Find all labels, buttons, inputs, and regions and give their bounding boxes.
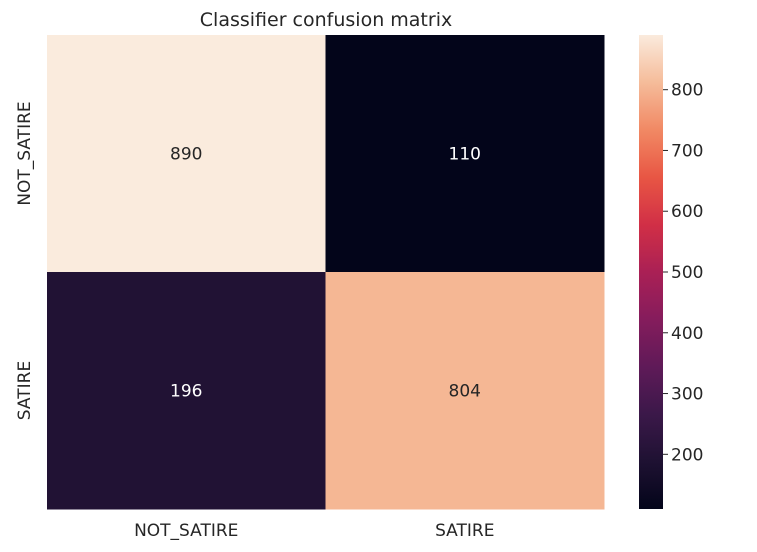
cell-value-label: 196 bbox=[170, 382, 202, 402]
chart-title: Classifier confusion matrix bbox=[200, 9, 452, 31]
x-axis-ticks: NOT_SATIRE SATIRE bbox=[134, 521, 494, 541]
cell-value-label: 890 bbox=[170, 145, 202, 165]
colorbar-tick-label: 300 bbox=[671, 385, 703, 405]
cell-value-label: 110 bbox=[449, 145, 481, 165]
heatmap-cell bbox=[325, 272, 605, 510]
y-axis-ticks: NOT_SATIRE SATIRE bbox=[15, 101, 35, 420]
heatmap-cells: 890 110 196 804 bbox=[47, 35, 605, 510]
colorbar-tick-label: 700 bbox=[671, 141, 703, 161]
colorbar-tick-label: 400 bbox=[671, 324, 703, 344]
colorbar-tick-label: 800 bbox=[671, 81, 703, 101]
cell-value-label: 804 bbox=[449, 382, 481, 402]
colorbar-tick-label: 600 bbox=[671, 202, 703, 222]
heatmap-cell bbox=[47, 272, 326, 510]
colorbar-tick-label: 200 bbox=[671, 445, 703, 465]
heatmap-cell bbox=[47, 35, 326, 273]
x-tick-label: NOT_SATIRE bbox=[134, 521, 238, 541]
y-tick-label: SATIRE bbox=[15, 361, 35, 420]
y-tick-label: NOT_SATIRE bbox=[15, 101, 35, 205]
colorbar: 200 300 400 500 600 700 800 bbox=[639, 35, 703, 509]
colorbar-gradient bbox=[639, 35, 663, 509]
x-tick-label: SATIRE bbox=[435, 521, 494, 541]
heatmap-cell bbox=[325, 35, 605, 273]
colorbar-tick-label: 500 bbox=[671, 263, 703, 283]
